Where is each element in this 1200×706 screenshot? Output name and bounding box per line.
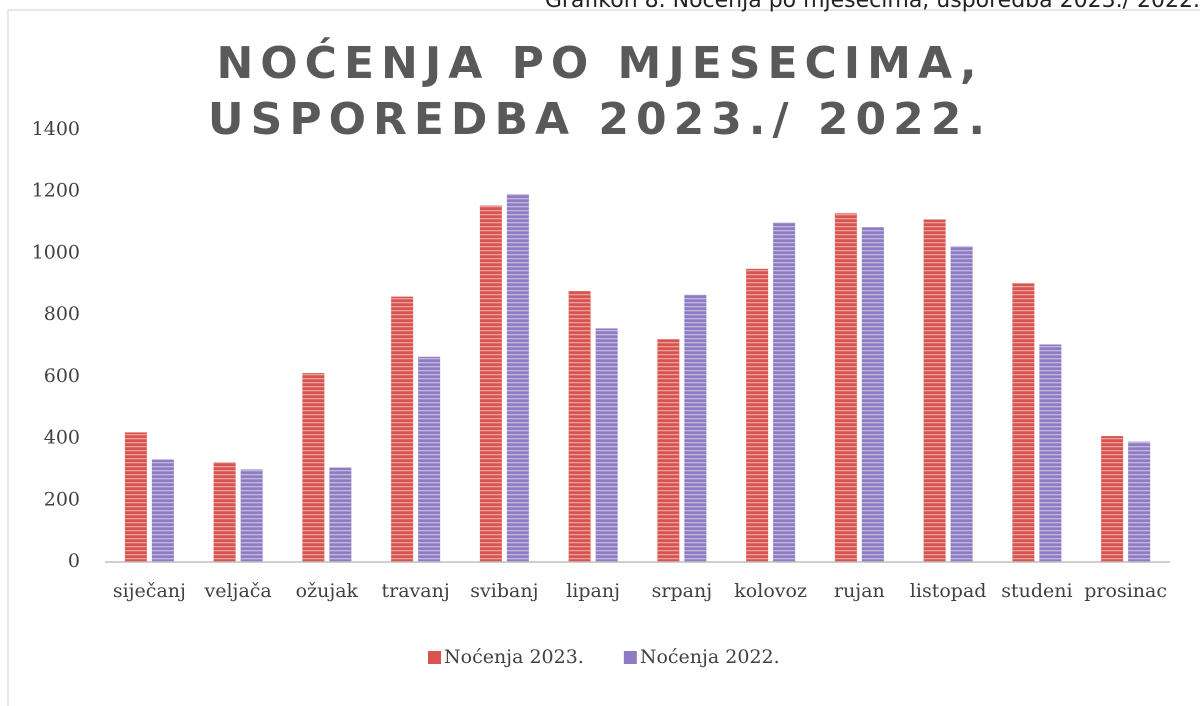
x-tick-label: siječanj xyxy=(113,580,186,602)
x-tick-label: kolovoz xyxy=(734,580,807,602)
x-tick-label: rujan xyxy=(834,580,885,602)
x-tick-label: srpanj xyxy=(652,580,712,602)
bar xyxy=(834,213,857,563)
x-tick-label: svibanj xyxy=(470,580,538,602)
y-tick-label: 600 xyxy=(44,365,80,387)
y-tick-label: 0 xyxy=(68,550,80,572)
bar xyxy=(302,373,325,562)
bar xyxy=(213,462,236,562)
x-tick-label: listopad xyxy=(910,580,987,602)
bar xyxy=(329,467,352,562)
bar xyxy=(418,356,441,562)
x-tick-label: veljača xyxy=(204,580,272,602)
y-tick-label: 800 xyxy=(44,303,80,325)
bar xyxy=(1101,436,1124,562)
y-tick-label: 1200 xyxy=(32,180,80,202)
bar xyxy=(391,296,414,562)
y-tick-label: 1000 xyxy=(32,241,80,263)
bar xyxy=(151,459,174,562)
chart-title: NOĆENJA PO MJESECIMA, USPOREDBA 2023./ 2… xyxy=(207,38,993,145)
bar xyxy=(684,294,707,562)
bar xyxy=(861,227,884,562)
legend-label: Noćenja 2023. xyxy=(444,646,584,668)
bar xyxy=(773,222,796,563)
x-tick-label: lipanj xyxy=(566,580,620,602)
legend-label: Noćenja 2022. xyxy=(640,646,780,668)
legend-swatch xyxy=(623,651,637,664)
bar xyxy=(950,246,973,562)
caption: Grafikon 8. Noćenja po mjesecima, uspore… xyxy=(544,0,1200,13)
bar xyxy=(657,339,680,562)
bar xyxy=(124,432,147,562)
bar xyxy=(479,205,502,562)
bar xyxy=(1012,283,1035,562)
x-tick-label: ožujak xyxy=(296,580,359,602)
bar xyxy=(240,469,263,562)
y-tick-label: 400 xyxy=(44,427,80,449)
bar xyxy=(1039,344,1062,562)
bar xyxy=(1128,441,1151,562)
x-tick-label: travanj xyxy=(382,580,450,602)
y-tick-label: 1400 xyxy=(32,118,80,140)
bar xyxy=(595,328,618,562)
bar xyxy=(568,291,591,562)
x-tick-label: studeni xyxy=(1001,580,1072,602)
bar xyxy=(746,268,769,562)
legend-swatch xyxy=(428,651,441,664)
bar xyxy=(923,219,946,562)
x-tick-label: prosinac xyxy=(1084,580,1167,602)
y-tick-label: 200 xyxy=(44,488,80,510)
bar xyxy=(506,194,529,562)
